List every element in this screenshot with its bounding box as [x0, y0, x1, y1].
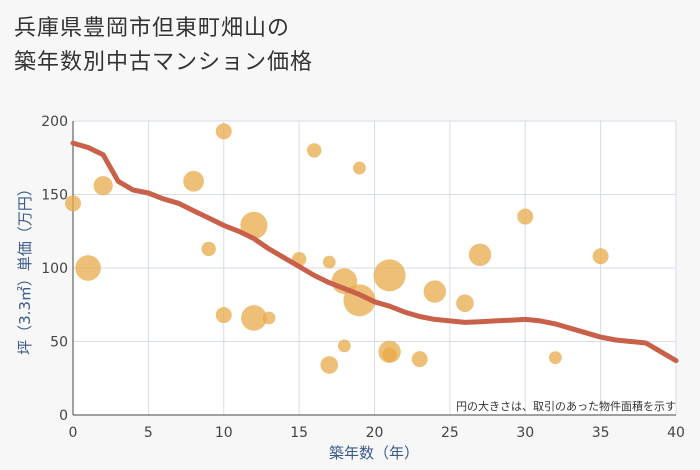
scatter-point: [93, 176, 113, 196]
scatter-point: [456, 294, 474, 313]
x-tick-label: 10: [215, 425, 233, 441]
y-tick-label: 100: [41, 261, 68, 277]
y-tick-label: 150: [41, 188, 68, 204]
scatter-point: [549, 351, 562, 365]
chart-title: 兵庫県豊岡市但東町畑山の 築年数別中古マンション価格: [14, 12, 313, 80]
scatter-point: [201, 241, 216, 257]
y-tick-label: 0: [59, 408, 68, 424]
scatter-point: [241, 305, 267, 331]
y-axis-ticks: 0 50 100 150 200: [41, 114, 68, 424]
scatter-point: [215, 307, 232, 324]
y-tick-label: 50: [50, 335, 68, 351]
scatter-point: [382, 347, 397, 362]
x-tick-label: 35: [592, 425, 610, 441]
chart-title-line-1: 兵庫県豊岡市但東町畑山の: [14, 16, 291, 41]
scatter-point: [423, 280, 446, 303]
x-tick-label: 40: [667, 425, 685, 441]
x-tick-label: 25: [441, 425, 459, 441]
scatter-point: [468, 243, 492, 266]
scatter-point: [322, 255, 336, 269]
scatter-point: [353, 161, 366, 175]
x-tick-label: 30: [516, 425, 534, 441]
x-tick-label: 20: [366, 425, 384, 441]
trend-line: [70, 140, 679, 364]
chart-title-line-2: 築年数別中古マンション価格: [14, 50, 314, 75]
x-tick-label: 5: [144, 425, 153, 441]
x-axis-ticks: 0 5 10 15 20 25 30 35 40: [69, 425, 685, 441]
x-axis-label: 築年数（年）: [329, 444, 419, 462]
scatter-point: [517, 208, 534, 225]
scatter-point: [320, 356, 339, 374]
size-note: 円の大きさは、取引のあった物件面積を示す: [456, 399, 676, 413]
scatter-point: [307, 143, 322, 158]
y-axis-label: 坪（3.3㎡）単価（万円）: [16, 181, 34, 355]
x-tick-label: 15: [290, 425, 308, 441]
scatter-point: [337, 339, 351, 353]
x-tick-label: 0: [69, 425, 78, 441]
scatter-point: [262, 311, 276, 325]
scatter-point: [592, 248, 609, 265]
scatter-point: [215, 123, 232, 140]
scatter-point: [240, 211, 268, 239]
scatter-point: [411, 351, 428, 368]
scatter-points: [65, 123, 609, 374]
scatter-point: [65, 195, 81, 212]
scatter-point: [373, 259, 406, 292]
y-tick-label: 200: [41, 114, 68, 130]
scatter-point: [75, 255, 101, 281]
scatter-point: [183, 170, 205, 192]
